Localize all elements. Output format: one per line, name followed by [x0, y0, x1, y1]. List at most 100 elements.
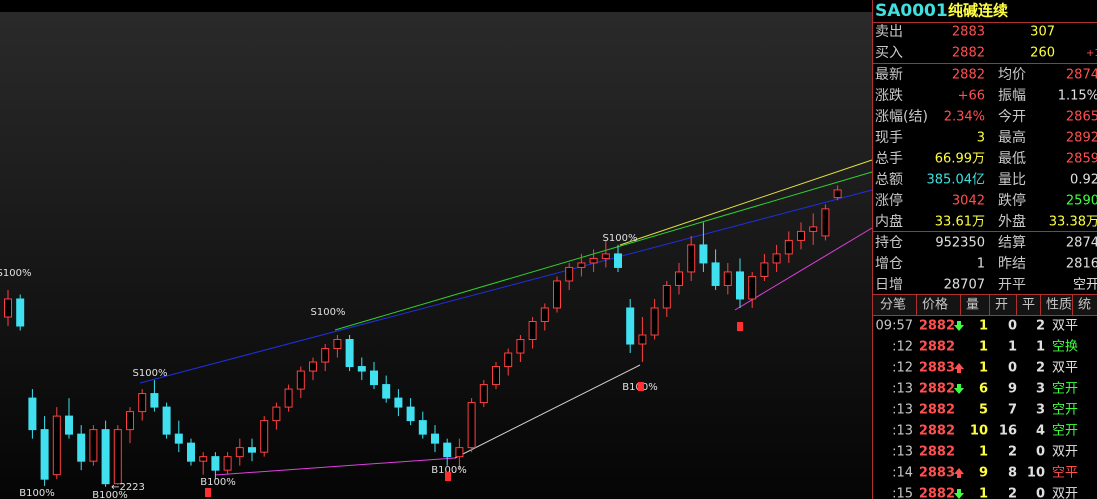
trade-close: 1: [1036, 340, 1045, 355]
name: 纯碱连续: [948, 2, 1008, 20]
chart-bg: [0, 12, 872, 499]
trade-qty: 10: [970, 424, 988, 439]
candle-body: [662, 284, 671, 309]
trade-nature: 空开: [1052, 382, 1078, 397]
stat-value: 2.34%: [944, 110, 985, 125]
quote-panel: [872, 0, 1097, 499]
candle-body: [272, 406, 281, 422]
trade-close: 0: [1036, 487, 1045, 499]
candle-body: [174, 433, 183, 444]
annotation: S100%: [311, 307, 346, 318]
candle-body: [40, 429, 49, 480]
trade-price: 2883: [919, 361, 955, 376]
stat-label: 均价: [998, 67, 1026, 83]
signal-marker: [445, 472, 451, 481]
candle-body: [479, 384, 488, 404]
candle-body: [113, 429, 122, 485]
trend-line: [734, 227, 873, 311]
stat-value: 66.99万: [935, 152, 985, 167]
book-label: 买入: [875, 45, 903, 61]
candle-body: [284, 388, 293, 408]
book-price: 2883: [952, 25, 985, 40]
annotation: ←2223: [111, 482, 145, 493]
book-change: +1: [1086, 48, 1097, 59]
annotation: B100%: [92, 490, 127, 499]
stat-label: 量比: [998, 172, 1026, 188]
candle-body: [675, 271, 683, 286]
trade-price: 2882: [919, 424, 955, 439]
candle-body: [443, 442, 452, 458]
trade-header: 统: [1078, 298, 1091, 313]
candle-body: [333, 339, 342, 350]
trade-qty: 1: [979, 487, 988, 499]
trade-close: 3: [1036, 382, 1045, 397]
trade-qty: 9: [979, 466, 988, 481]
candle-body: [626, 307, 635, 345]
stat-label: 跌停: [998, 192, 1026, 209]
trade-close: 4: [1036, 424, 1045, 439]
trade-open: 2: [1008, 445, 1017, 460]
trade-nature: 空平: [1052, 466, 1078, 481]
trade-header: 性质: [1046, 298, 1072, 313]
trade-header: 平: [1022, 298, 1035, 313]
signal-marker: [205, 488, 211, 497]
stat-value: 3: [977, 131, 985, 146]
candle-body: [370, 370, 378, 386]
trade-qty: 1: [979, 445, 988, 460]
candle-body: [309, 361, 317, 372]
trade-header: 开: [995, 298, 1008, 313]
candle-body: [382, 384, 391, 399]
trade-price: 2882: [919, 340, 955, 355]
stat-label: 外盘: [998, 213, 1026, 230]
candle-body: [711, 262, 720, 286]
trade-open: 8: [1008, 466, 1017, 481]
stat-value: 3042: [952, 194, 985, 209]
trade-header: 量: [966, 298, 979, 313]
arrow-down: [954, 321, 964, 331]
candle-body: [248, 447, 256, 453]
stat-label: 最新: [875, 67, 903, 83]
stat-label: 振幅: [998, 88, 1026, 104]
candle-body: [833, 189, 842, 199]
trade-qty: 1: [979, 340, 988, 355]
stat-label: 结算: [998, 235, 1026, 251]
trade-nature: 空开: [1052, 424, 1078, 439]
trade-header: 分笔: [880, 297, 906, 313]
stat-label: 最高: [998, 129, 1026, 146]
trade-price: 2882: [919, 403, 955, 418]
trade-time: :13: [892, 382, 913, 397]
annotation: B100%: [431, 465, 466, 476]
book-volume: 307: [1030, 25, 1055, 40]
candle-body: [187, 442, 195, 462]
trade-close: 10: [1027, 466, 1045, 481]
trade-time: :14: [892, 466, 913, 481]
candle-body: [394, 397, 403, 408]
trade-open: 1: [1008, 340, 1017, 355]
stat-value: 33.38万: [1049, 215, 1097, 230]
candle-body: [821, 208, 830, 237]
trade-time: 09:57: [876, 319, 913, 334]
arrow-up: [954, 363, 964, 373]
trade-qty: 1: [979, 319, 988, 334]
stat-label: 昨结: [998, 256, 1026, 272]
candle-body: [638, 334, 647, 345]
annotation: B100%: [200, 477, 235, 488]
candle-body: [260, 420, 269, 453]
candle-body: [235, 447, 244, 458]
stat-value: 1.15%: [1058, 89, 1097, 104]
trade-time: :15: [892, 487, 913, 499]
candle-body: [101, 429, 110, 485]
trade-nature: 空换: [1052, 340, 1078, 355]
stat-label: 总手: [875, 151, 903, 167]
candle-body: [150, 393, 159, 408]
trade-time: :13: [892, 445, 913, 460]
annotation: S100%: [0, 268, 31, 279]
stat-value: 952350: [935, 236, 985, 251]
candle-body: [162, 406, 171, 435]
candle-body: [211, 456, 220, 471]
trade-nature: 双开: [1052, 487, 1078, 499]
candle-body: [723, 271, 732, 286]
stat-label: 开平: [998, 277, 1026, 293]
